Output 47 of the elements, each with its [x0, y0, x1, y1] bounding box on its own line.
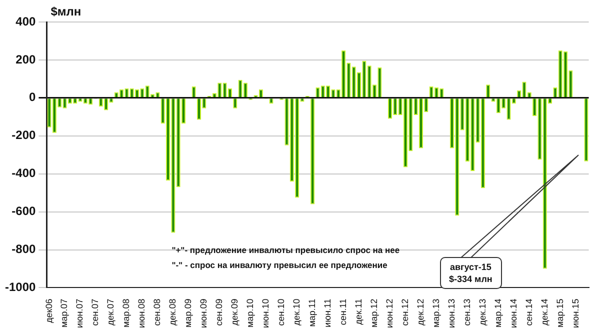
x-tick-label: июн.11: [322, 298, 333, 328]
x-tick-label: мар.15: [554, 298, 565, 328]
y-tick-label: -600: [12, 204, 36, 218]
annotation: "+"- предложение инвалюты превысило спрос на нее: [172, 245, 400, 256]
y-tick-label: 200: [16, 52, 36, 66]
x-tick-label: сен.09: [214, 298, 224, 326]
x-tick-label: сен.12: [400, 298, 410, 326]
y-tick-label: -800: [12, 242, 36, 256]
annotation: август-15 $-334 млн: [440, 257, 502, 290]
x-tick-label: июн.15: [570, 298, 580, 328]
y-tick-label: -200: [12, 128, 36, 142]
x-tick-label: дек.09: [230, 298, 240, 326]
x-tick-label: мар.13: [430, 298, 441, 328]
x-tick-label: дек.11: [354, 298, 364, 325]
x-tick-label: июн.14: [508, 298, 518, 328]
x-tick-label: дек.07: [106, 298, 116, 326]
x-tick-label: июн.08: [136, 298, 147, 328]
x-tick-label: мар.10: [245, 298, 256, 328]
x-tick-label: сен.14: [524, 298, 534, 326]
x-tick-label: мар.08: [121, 298, 132, 328]
x-tick-label: дек.13: [477, 298, 488, 326]
x-tick-label: мар.09: [183, 298, 194, 328]
x-tick-label: дек.08: [168, 298, 178, 326]
x-tick-label: мар.11: [307, 298, 318, 327]
y-tick-label: -1000: [4, 280, 36, 294]
x-tick-label: июн.13: [446, 298, 456, 328]
x-tick-label: сен.07: [90, 298, 100, 326]
x-tick-label: сен.10: [276, 298, 286, 326]
x-tick-label: сен.11: [338, 298, 348, 326]
x-tick-label: дек.12: [415, 298, 426, 326]
y-tick-label: -400: [12, 166, 36, 180]
x-tick-label: июн.07: [74, 298, 85, 328]
x-tick-label: июн.10: [260, 298, 271, 328]
x-tick-label: дек.14: [539, 298, 550, 326]
x-tick-label: дек06: [44, 298, 54, 323]
y-tick-label: 400: [16, 14, 36, 28]
x-tick-label: июн.12: [384, 298, 394, 328]
y-axis-title: $млн: [50, 4, 82, 18]
x-tick-label: мар.14: [492, 298, 503, 328]
y-tick-label: 0: [29, 90, 36, 104]
x-tick-label: июн.09: [198, 298, 209, 328]
x-tick-label: мар.12: [369, 298, 379, 328]
x-tick-label: сен.13: [462, 298, 472, 326]
annotation: "-" - спрос на инвалюту превысил ее предложение: [172, 260, 388, 270]
x-tick-label: мар.07: [59, 298, 70, 328]
x-tick-label: дек.10: [292, 298, 302, 326]
x-tick-label: сен.08: [152, 298, 162, 326]
